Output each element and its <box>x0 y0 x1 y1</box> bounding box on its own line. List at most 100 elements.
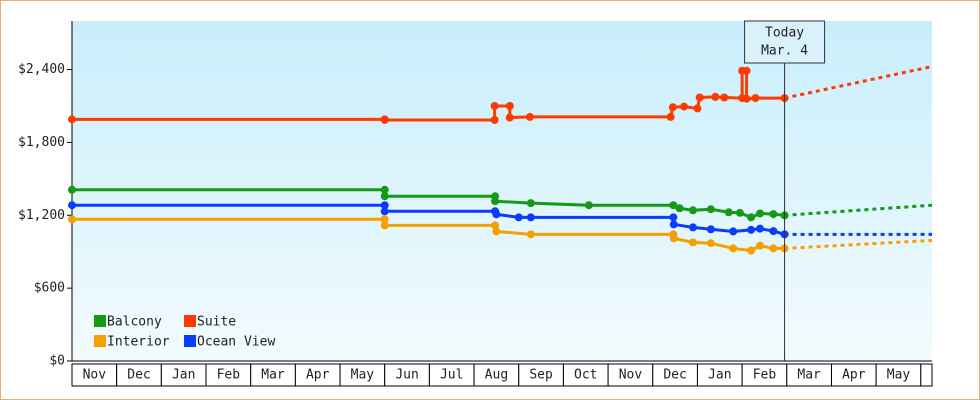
point <box>693 104 702 113</box>
point <box>742 66 751 75</box>
today-label: Today <box>765 26 804 41</box>
point <box>724 208 733 217</box>
x-tick-box <box>920 363 933 387</box>
legend-swatch <box>184 335 196 347</box>
point <box>491 197 500 206</box>
legend-label: Ocean View <box>197 335 275 350</box>
point <box>769 227 778 236</box>
y-tick-label: $1,200 <box>18 208 65 223</box>
x-tick-label: Mar <box>797 368 821 383</box>
point <box>675 204 684 213</box>
point <box>525 112 534 121</box>
legend-swatch <box>94 335 106 347</box>
point <box>526 213 535 222</box>
point <box>747 246 756 255</box>
legend-swatch <box>94 315 106 327</box>
point <box>492 227 501 236</box>
point <box>490 115 499 124</box>
x-tick-label: Apr <box>842 368 866 383</box>
point <box>747 225 756 234</box>
point <box>380 185 389 194</box>
point <box>769 244 778 253</box>
forecast-line <box>784 238 933 250</box>
x-tick-label: Jan <box>708 368 731 383</box>
point <box>68 185 76 194</box>
point <box>735 208 744 217</box>
x-tick-label: Nov <box>619 368 643 383</box>
point <box>514 213 523 222</box>
forecast-line <box>784 65 933 100</box>
point <box>706 239 715 248</box>
x-tick-label: May <box>351 368 375 383</box>
point <box>668 103 677 112</box>
point <box>747 213 756 222</box>
point <box>720 93 729 102</box>
point <box>695 93 704 102</box>
point <box>68 215 76 224</box>
forecast-line <box>784 203 933 217</box>
point <box>490 102 499 110</box>
y-tick-label: $600 <box>34 281 65 296</box>
legend-swatch <box>184 315 196 327</box>
y-tick-label: $2,400 <box>18 62 65 77</box>
point <box>584 201 593 210</box>
point <box>688 206 697 215</box>
x-tick-label: Dec <box>663 368 686 383</box>
x-tick-label: Jun <box>395 368 418 383</box>
point <box>769 210 778 219</box>
legend-label: Balcony <box>107 315 162 330</box>
point <box>669 234 678 243</box>
point <box>380 201 389 210</box>
legend-label: Suite <box>197 315 236 330</box>
point <box>680 102 689 111</box>
point <box>688 223 697 232</box>
legend-label: Interior <box>107 335 170 350</box>
point <box>706 225 715 234</box>
x-tick-label: Jan <box>172 368 195 383</box>
x-tick-label: Jul <box>440 368 463 383</box>
x-tick-label: Nov <box>83 368 107 383</box>
x-tick-label: Oct <box>574 368 597 383</box>
x-tick-label: Sep <box>529 368 553 383</box>
point <box>756 241 764 250</box>
point <box>729 244 738 253</box>
point <box>68 115 76 124</box>
today-box <box>744 20 826 64</box>
point <box>68 201 76 210</box>
point <box>526 199 535 208</box>
point <box>492 210 501 219</box>
point <box>526 230 535 239</box>
x-tick-label: Apr <box>306 368 330 383</box>
x-tick-label: Feb <box>753 368 777 383</box>
x-tick-label: Aug <box>485 368 508 383</box>
point <box>380 192 389 201</box>
point <box>669 220 678 229</box>
point <box>505 113 514 122</box>
point <box>380 215 389 224</box>
y-tick-label: $1,800 <box>18 135 65 150</box>
point <box>380 115 389 124</box>
point <box>756 209 764 218</box>
x-tick-label: Dec <box>127 368 150 383</box>
x-tick-label: May <box>887 368 911 383</box>
point <box>505 102 514 110</box>
point <box>669 213 678 222</box>
point <box>380 221 389 230</box>
point <box>688 238 697 247</box>
point <box>751 94 760 103</box>
point <box>491 221 500 230</box>
point <box>380 207 389 216</box>
point <box>729 227 738 236</box>
x-tick-label: Mar <box>261 368 285 383</box>
x-tick-label: Feb <box>217 368 241 383</box>
y-tick-label: $0 <box>49 354 65 369</box>
point <box>706 205 715 214</box>
point <box>756 224 764 233</box>
point <box>711 92 720 101</box>
today-date: Mar. 4 <box>761 44 808 59</box>
point <box>669 201 678 210</box>
point <box>742 94 751 103</box>
point <box>666 112 675 121</box>
